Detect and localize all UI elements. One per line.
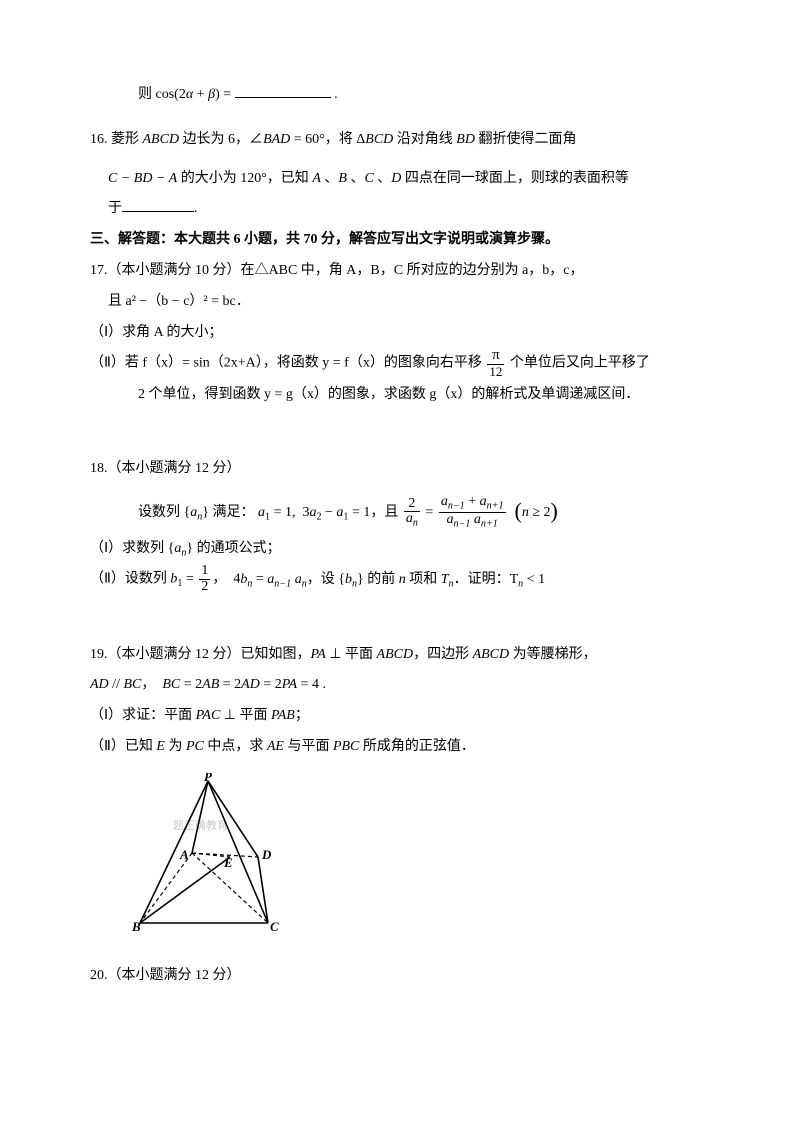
pbc: PBC <box>333 739 359 754</box>
label-P: P <box>204 773 213 784</box>
q19-l1a: 19.（本小题满分 12 分）已知如图， <box>90 647 311 662</box>
pt-a: A <box>312 171 321 186</box>
q15-text: 则 cos(2α + β) = <box>138 87 235 102</box>
q17-p2a: （Ⅱ）若 f（x）= sin（2x+A），将函数 y = f（x）的图象向右平移 <box>90 356 485 371</box>
q16-l2d: 四点在同一球面上，则球的表面积等 <box>401 171 629 186</box>
abcd: ABCD <box>143 132 180 147</box>
q19-p1b: ⊥ 平面 <box>220 708 271 723</box>
pi-num: π <box>487 348 504 364</box>
q19-part2: （Ⅱ）已知 E 为 PC 中点，求 AE 与平面 PBC 所成角的正弦值． <box>90 732 710 763</box>
q19-p2c: 中点，求 <box>204 739 267 754</box>
abcd2: ABCD <box>377 647 414 662</box>
abcd3: ABCD <box>473 647 510 662</box>
label-C: C <box>270 919 279 933</box>
pc: PC <box>186 739 204 754</box>
num-2: 2 <box>404 497 420 512</box>
eq2: = <box>182 572 197 587</box>
label-A: A <box>179 847 189 862</box>
hidden-edges <box>140 853 268 923</box>
section-3-title: 三、解答题：本大题共 6 小题，共 70 分，解答应写出文字说明或演算步骤。 <box>90 225 710 256</box>
q16-l2b: 的大小为 120°，已知 <box>177 171 312 186</box>
ad-bc: AD <box>90 677 109 692</box>
bd: BD <box>456 132 475 147</box>
den-rhs: an−1 an+1 <box>439 512 506 530</box>
q19-figure: 题正确教育 P <box>130 773 710 933</box>
q18-l2a: 设数列 { <box>138 505 190 520</box>
pac: PAC <box>196 708 221 723</box>
q17-line1: 17.（本小题满分 10 分）在△ABC 中，角 A，B，C 所对应的边分别为 … <box>90 256 710 287</box>
q18-part1: （Ⅰ）求数列 {an} 的通项公式； <box>90 534 710 565</box>
q18-p2b: ， 4bn = an−1 an <box>212 572 306 587</box>
bcd: BCD <box>365 132 393 147</box>
q16-line3: 于. <box>90 194 710 225</box>
c-bd-a: C − BD − A <box>108 171 177 186</box>
perp1: ⊥ 平面 <box>326 647 377 662</box>
q17-line2: 且 a² −（b − c）² = bc． <box>90 287 710 318</box>
frac-rhs: an−1 + an+1an−1 an+1 <box>439 495 506 530</box>
visible-edges <box>140 781 268 923</box>
q19-p1a: （Ⅰ）求证：平面 <box>90 708 196 723</box>
q17-p2b: 个单位后又向上平移了 <box>506 356 650 371</box>
label-E: E <box>223 855 233 870</box>
q18-p2a: （Ⅱ）设数列 <box>90 572 170 587</box>
pi-over-12: π12 <box>487 348 504 378</box>
an-sym2: an <box>174 541 186 556</box>
q18-l2b: } 满足： <box>202 505 254 520</box>
frac-2-an: 2an <box>404 497 420 530</box>
q20-line1: 20.（本小题满分 12 分） <box>90 961 710 992</box>
q18-line2: 设数列 {an} 满足： a1 = 1, 3a2 − a1 = 1，且 2an … <box>90 485 710 533</box>
q19-part1: （Ⅰ）求证：平面 PAC ⊥ 平面 PAB； <box>90 701 710 732</box>
q18-line1: 18.（本小题满分 12 分） <box>90 454 710 485</box>
q19-l1c: 为等腰梯形， <box>509 647 597 662</box>
q15-blank <box>235 83 331 98</box>
eq-sign: = <box>425 505 436 520</box>
comma: ，四边形 <box>413 647 473 662</box>
q19-p1c: ； <box>295 708 309 723</box>
pi-den: 12 <box>487 364 504 379</box>
pt-c: C <box>364 171 373 186</box>
watermark-text: 题正确教育 <box>173 818 228 832</box>
label-D: D <box>261 847 272 862</box>
q16-line2: C − BD − A 的大小为 120°，已知 A 、B 、C 、D 四点在同一… <box>90 164 710 195</box>
pt-b: B <box>338 171 347 186</box>
pt-d: D <box>391 171 401 186</box>
cond-n: n <box>522 505 529 520</box>
pa: PA <box>311 647 326 662</box>
q19-p2e: 所成角的正弦值． <box>359 739 475 754</box>
half-den: 2 <box>199 579 210 595</box>
page: 则 cos(2α + β) = . 16. 菱形 ABCD 边长为 6，∠BAD… <box>0 0 800 1052</box>
q19-line1: 19.（本小题满分 12 分）已知如图，PA ⊥ 平面 ABCD，四边形 ABC… <box>90 640 710 671</box>
e: E <box>156 739 165 754</box>
q18-p1b: } 的通项公式； <box>186 541 280 556</box>
q18-part2: （Ⅱ）设数列 b1 = 12， 4bn = an−1 an，设 {bn} 的前 … <box>90 564 710 595</box>
q17-part2b: 2 个单位，得到函数 y = g（x）的图象，求函数 g（x）的解析式及单调递减… <box>90 380 710 411</box>
q19-p2b: 为 <box>165 739 186 754</box>
q19-p2a: （Ⅱ）已知 <box>90 739 156 754</box>
q16-blank <box>122 197 194 212</box>
ae: AE <box>267 739 284 754</box>
pab: PAB <box>271 708 295 723</box>
geometry-diagram: 题正确教育 P <box>130 773 300 933</box>
q18-p2d: ，设 {bn} 的前 n 项和 Tn．证明：Tn < 1 <box>307 572 545 587</box>
q18-eq1: a <box>258 505 265 520</box>
q16-line1: 16. 菱形 ABCD 边长为 6，∠BAD = 60°，将 ΔBCD 沿对角线… <box>90 125 710 156</box>
num-rhs: an−1 + an+1 <box>439 495 506 512</box>
rparen: ) <box>551 498 558 523</box>
lparen: ( <box>515 498 522 523</box>
q18-and: ，且 <box>370 505 402 520</box>
q17-part1: （Ⅰ）求角 A 的大小； <box>90 318 710 349</box>
q19-p2d: 与平面 <box>284 739 333 754</box>
den-an: an <box>404 511 420 529</box>
label-B: B <box>131 919 141 933</box>
an-sym: an <box>190 505 202 520</box>
bad: BAD <box>263 132 290 147</box>
q19-line2: AD // BC， BC = 2AB = 2AD = 2PA = 4 . <box>90 670 710 701</box>
q15-fragment: 则 cos(2α + β) = . <box>90 80 710 111</box>
one-half: 12 <box>199 564 210 594</box>
half-num: 1 <box>199 564 210 579</box>
q18-p1a: （Ⅰ）求数列 { <box>90 541 174 556</box>
q17-part2a: （Ⅱ）若 f（x）= sin（2x+A），将函数 y = f（x）的图象向右平移… <box>90 348 710 379</box>
